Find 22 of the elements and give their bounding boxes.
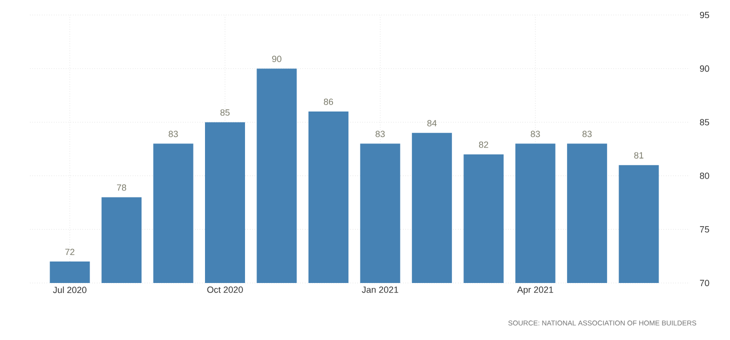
data-label: 83 bbox=[582, 130, 592, 138]
x-tick-label: Oct 2020 bbox=[207, 286, 243, 293]
data-label: 85 bbox=[220, 109, 230, 116]
y-tick-label: 80 bbox=[700, 172, 710, 179]
y-tick-label: 70 bbox=[700, 280, 710, 286]
x-tick-label: Jul 2020 bbox=[53, 286, 86, 294]
x-tick-label: Apr 2021 bbox=[517, 286, 554, 295]
data-label: 84 bbox=[427, 120, 437, 126]
data-label: 83 bbox=[168, 130, 178, 138]
data-label: 86 bbox=[324, 98, 334, 105]
data-label: 81 bbox=[634, 152, 644, 159]
y-tick-label: 85 bbox=[700, 119, 710, 126]
y-tick-label: 95 bbox=[700, 12, 710, 18]
x-tick-label: Jan 2021 bbox=[362, 286, 398, 293]
data-label: 83 bbox=[530, 130, 540, 138]
data-label: 72 bbox=[65, 248, 74, 256]
y-tick-label: 75 bbox=[700, 226, 710, 233]
data-label: 90 bbox=[272, 56, 282, 62]
data-label: 78 bbox=[117, 184, 126, 191]
data-label: 82 bbox=[479, 141, 488, 148]
data-label: 83 bbox=[376, 130, 385, 138]
y-tick-label: 90 bbox=[700, 65, 710, 72]
